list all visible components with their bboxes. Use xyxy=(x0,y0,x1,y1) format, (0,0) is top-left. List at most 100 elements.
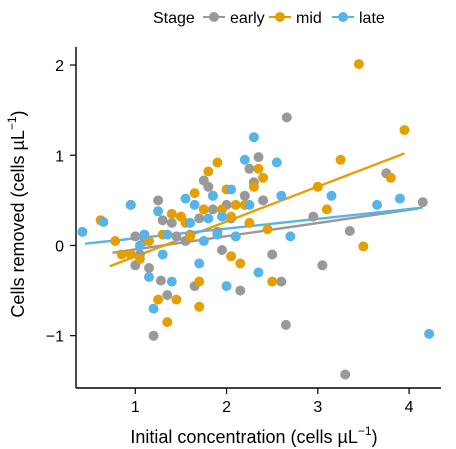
point-late-23 xyxy=(244,199,255,210)
point-mid-24 xyxy=(235,258,246,269)
point-mid-15 xyxy=(194,301,205,312)
y-tick-label-1: 1 xyxy=(55,148,64,165)
point-mid-34 xyxy=(335,154,346,165)
x-tick-label-1: 1 xyxy=(131,399,140,416)
point-late-27 xyxy=(276,190,287,201)
legend-label-late: late xyxy=(359,10,385,27)
point-late-3 xyxy=(139,229,150,240)
x-axis-title: Initial concentration (cells µL−1) xyxy=(130,424,377,447)
point-late-19 xyxy=(221,281,232,292)
point-late-1 xyxy=(98,217,109,227)
point-early-4 xyxy=(144,263,154,273)
point-early-39 xyxy=(417,197,428,208)
y-tick-label--1: −1 xyxy=(46,329,64,346)
point-early-1 xyxy=(130,231,141,242)
data-points xyxy=(77,59,435,380)
point-early-10 xyxy=(171,231,182,242)
point-mid-32 xyxy=(312,181,323,192)
point-mid-13 xyxy=(185,231,196,242)
point-late-12 xyxy=(189,199,200,210)
point-mid-28 xyxy=(253,163,264,174)
legend-label-mid: mid xyxy=(296,10,322,27)
point-late-32 xyxy=(424,328,435,339)
y-ticks: −1 0 1 2 xyxy=(46,58,76,346)
point-mid-20 xyxy=(217,204,227,215)
point-early-15 xyxy=(194,213,205,224)
y-tick-label-0: 0 xyxy=(55,238,64,255)
point-late-17 xyxy=(212,229,223,240)
x-tick-label-3: 3 xyxy=(313,399,322,416)
point-mid-1 xyxy=(110,236,121,246)
point-late-5 xyxy=(148,303,159,314)
point-early-35 xyxy=(317,260,328,271)
point-mid-6 xyxy=(153,294,164,305)
point-mid-40 xyxy=(226,251,237,262)
point-mid-27 xyxy=(248,181,259,192)
legend-items: early mid late xyxy=(203,10,385,27)
point-late-25 xyxy=(253,267,264,278)
legend-title: Stage xyxy=(153,10,195,27)
point-mid-35 xyxy=(353,59,364,70)
legend-swatch-point-early xyxy=(209,12,219,22)
x-tick-label-4: 4 xyxy=(405,399,414,416)
point-late-30 xyxy=(372,199,383,210)
point-late-16 xyxy=(207,190,218,201)
point-mid-30 xyxy=(262,224,273,235)
point-early-33 xyxy=(281,112,292,123)
point-mid-14 xyxy=(189,188,200,199)
point-early-36 xyxy=(340,369,351,380)
point-late-14 xyxy=(198,236,209,246)
point-early-30 xyxy=(267,249,278,260)
point-early-9 xyxy=(166,217,177,228)
point-late-13 xyxy=(194,258,205,269)
axes: 1 2 3 4 −1 0 1 2 xyxy=(46,47,441,416)
point-mid-8 xyxy=(162,317,173,328)
point-late-22 xyxy=(239,154,250,165)
point-late-7 xyxy=(157,249,168,260)
point-late-24 xyxy=(248,132,259,143)
point-mid-33 xyxy=(321,204,332,215)
point-late-9 xyxy=(166,276,177,287)
legend-swatch-point-mid xyxy=(275,12,285,22)
point-mid-36 xyxy=(358,241,369,252)
point-mid-26 xyxy=(244,217,255,228)
point-mid-22 xyxy=(226,211,237,222)
point-early-41 xyxy=(155,275,166,286)
point-mid-29 xyxy=(258,172,269,183)
point-late-15 xyxy=(203,213,214,224)
point-late-29 xyxy=(326,190,337,201)
point-late-6 xyxy=(153,206,164,217)
point-mid-2 xyxy=(116,249,127,260)
point-mid-10 xyxy=(171,294,182,305)
point-early-32 xyxy=(280,319,291,330)
y-axis-title: Cells removed (cells µL−1) xyxy=(5,110,28,317)
point-late-2 xyxy=(125,199,136,210)
point-late-4 xyxy=(144,272,154,282)
point-mid-9 xyxy=(166,208,177,219)
point-late-26 xyxy=(271,157,282,168)
point-late-28 xyxy=(285,231,296,242)
point-early-6 xyxy=(153,195,164,206)
point-mid-23 xyxy=(230,199,241,210)
point-early-20 xyxy=(217,245,227,255)
point-late-11 xyxy=(185,217,196,228)
point-early-34 xyxy=(308,211,319,222)
point-mid-3 xyxy=(125,249,136,260)
x-tick-label-2: 2 xyxy=(222,399,231,416)
x-ticks: 1 2 3 4 xyxy=(131,388,414,416)
point-late-20 xyxy=(226,184,237,195)
point-early-7 xyxy=(157,215,168,226)
point-early-26 xyxy=(244,163,255,174)
point-late-31 xyxy=(394,193,405,204)
point-early-29 xyxy=(258,195,269,206)
point-mid-19 xyxy=(212,157,223,168)
point-early-25 xyxy=(239,190,250,201)
point-late-0 xyxy=(77,226,88,237)
legend-swatch-point-late xyxy=(338,12,348,22)
legend: Stage early mid late xyxy=(153,10,385,27)
fit-line-mid xyxy=(109,152,405,268)
legend-label-early: early xyxy=(230,10,265,27)
point-mid-38 xyxy=(399,125,410,135)
point-early-18 xyxy=(207,204,218,215)
